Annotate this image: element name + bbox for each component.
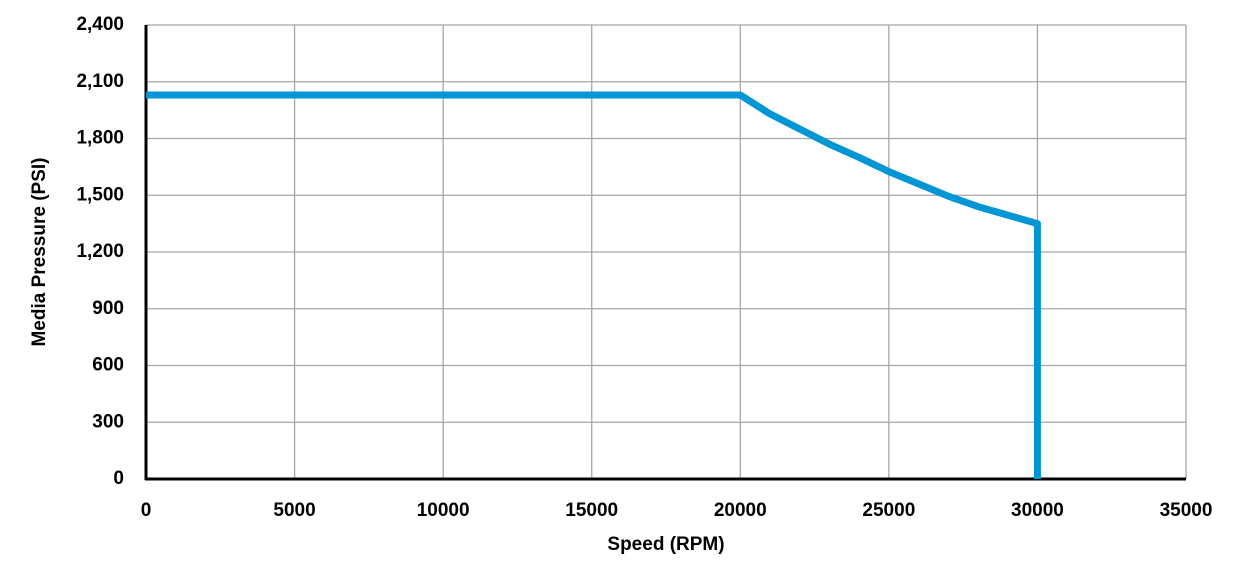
x-axis-label: Speed (RPM): [607, 534, 724, 555]
x-tick-label: 15000: [565, 500, 618, 521]
y-tick-label: 0: [113, 468, 124, 489]
y-tick-label: 900: [92, 298, 124, 319]
y-tick-label: 1,200: [76, 241, 124, 262]
x-tick-label: 0: [141, 500, 152, 521]
x-tick-label: 10000: [417, 500, 470, 521]
data-line: [146, 91, 1041, 479]
x-tick-label: 30000: [1011, 500, 1064, 521]
x-tick-label: 5000: [273, 500, 315, 521]
y-tick-label: 300: [92, 411, 124, 432]
x-tick-label: 20000: [714, 500, 767, 521]
x-tick-label: 35000: [1160, 500, 1213, 521]
y-tick-label: 1,500: [76, 184, 124, 205]
y-tick-label: 600: [92, 355, 124, 376]
y-tick-label: 2,100: [76, 71, 124, 92]
y-tick-label: 1,800: [76, 128, 124, 149]
x-tick-label: 25000: [862, 500, 915, 521]
y-axis-label: Media Pressure (PSI): [29, 157, 50, 346]
y-tick-label: 2,400: [76, 14, 124, 35]
